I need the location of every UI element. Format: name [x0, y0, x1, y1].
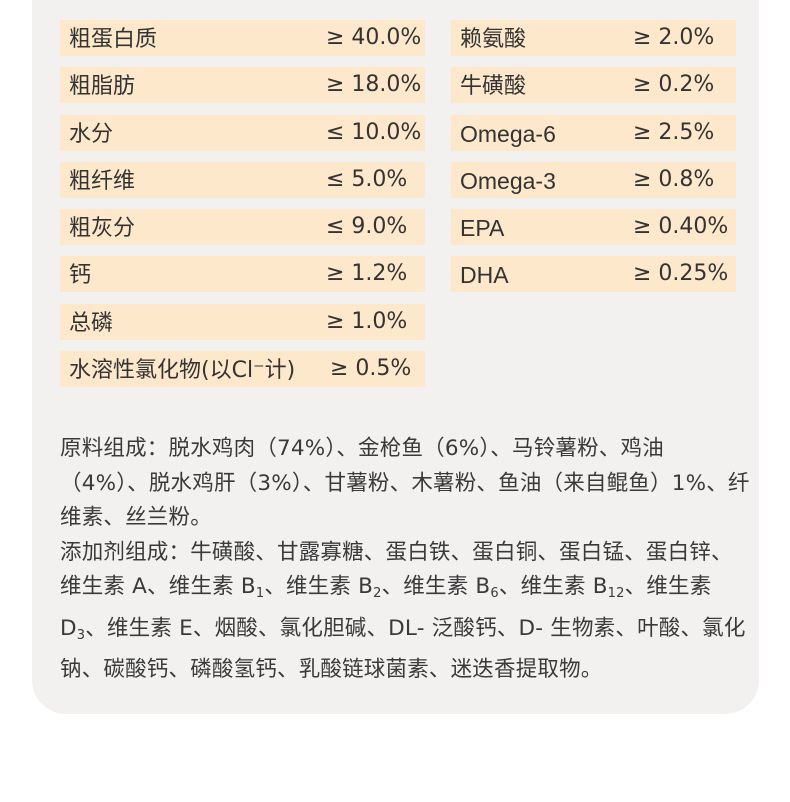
- nutrient-row: 水溶性氯化物(以Cl⁻计) ≥ 0.5%: [60, 351, 425, 388]
- nutrient-name: 粗灰分: [69, 216, 136, 242]
- nutrient-row: 粗脂肪 ≥ 18.0%: [60, 67, 425, 104]
- nutrient-table-right: 赖氨酸 ≥ 2.0% 牛磺酸 ≥ 0.2% Omega-6 ≥ 2.5% Ome…: [451, 20, 736, 304]
- nutrient-value: ≥ 0.8%: [633, 166, 715, 192]
- nutrient-table-left: 粗蛋白质 ≥ 40.0% 粗脂肪 ≥ 18.0% 水分 ≤ 10.0% 粗纤维 …: [60, 20, 425, 398]
- nutrient-row: Omega-6 ≥ 2.5%: [451, 114, 736, 151]
- nutrient-row: 粗纤维 ≤ 5.0%: [60, 161, 425, 198]
- nutrient-name: EPA: [460, 215, 505, 242]
- additive-text: 牛磺酸、甘露寡糖、蛋白铁、蛋白铜、蛋白锰、蛋白锌、维生素 A、维生素 B: [60, 539, 733, 600]
- ingredients-section: 原料组成：脱水鸡肉（74%）、金枪鱼（6%）、马铃薯粉、鸡油（4%）、脱水鸡肝（…: [60, 432, 750, 688]
- nutrient-row: 钙 ≥ 1.2%: [60, 256, 425, 293]
- subscript: 2: [373, 586, 382, 601]
- nutrient-name: Omega-3: [460, 167, 556, 194]
- nutrient-value: ≥ 0.40%: [633, 214, 729, 240]
- nutrient-value: ≥ 0.5%: [330, 356, 412, 382]
- nutrient-name: Omega-6: [460, 120, 556, 147]
- nutrient-name: 粗脂肪: [69, 74, 136, 100]
- subscript: 3: [76, 627, 86, 643]
- additive-text: 、维生素 E、烟酸、氯化胆碱、DL- 泛酸钙、D- 生物素、叶酸、氯化钠、碳酸钙…: [60, 615, 746, 683]
- additive-text: 、维生素 B: [381, 574, 491, 599]
- additive-text: 、维生素 B: [264, 574, 374, 599]
- nutrient-row: 粗蛋白质 ≥ 40.0%: [60, 20, 425, 56]
- nutrient-name: 牛磺酸: [460, 74, 527, 100]
- nutrient-value: ≥ 18.0%: [326, 72, 422, 98]
- nutrient-value: ≤ 5.0%: [326, 166, 408, 192]
- nutrient-name: 粗蛋白质: [69, 27, 158, 52]
- nutrient-value: ≥ 1.2%: [326, 261, 408, 287]
- additive-text: 、维生素 D: [60, 574, 712, 641]
- nutrient-name: DHA: [460, 262, 509, 289]
- nutrient-row: 牛磺酸 ≥ 0.2%: [451, 67, 736, 104]
- subscript: 6: [490, 586, 499, 601]
- additive-ingredients-label: 添加剂组成：: [60, 539, 191, 565]
- nutrient-row: 总磷 ≥ 1.0%: [60, 303, 425, 340]
- subscript: 1: [255, 586, 265, 601]
- nutrient-row: EPA ≥ 0.40%: [451, 209, 736, 246]
- nutrient-value: ≥ 0.2%: [633, 72, 715, 98]
- nutrient-value: ≥ 0.25%: [633, 261, 729, 287]
- nutrient-name: 水分: [69, 121, 114, 147]
- nutrient-name: 粗纤维: [69, 168, 136, 194]
- nutrient-value: ≥ 40.0%: [326, 25, 422, 50]
- nutrient-row: DHA ≥ 0.25%: [451, 256, 736, 293]
- additive-text: 、维生素 B: [498, 574, 608, 599]
- nutrient-row: 水分 ≤ 10.0%: [60, 114, 425, 151]
- additive-ingredients: 添加剂组成：牛磺酸、甘露寡糖、蛋白铁、蛋白铜、蛋白锰、蛋白锌、维生素 A、维生素…: [60, 536, 750, 688]
- subscript: 12: [607, 586, 625, 601]
- raw-ingredients-label: 原料组成：: [60, 436, 169, 461]
- raw-ingredients: 原料组成：脱水鸡肉（74%）、金枪鱼（6%）、马铃薯粉、鸡油（4%）、脱水鸡肝（…: [60, 432, 750, 536]
- nutrient-value: ≥ 2.0%: [633, 25, 715, 50]
- nutrient-name: 赖氨酸: [460, 27, 527, 52]
- nutrient-row: 赖氨酸 ≥ 2.0%: [451, 20, 736, 56]
- nutrient-name: 钙: [69, 263, 92, 289]
- nutrient-value: ≤ 9.0%: [326, 214, 408, 240]
- nutrient-name: 总磷: [69, 310, 114, 336]
- nutrient-value: ≥ 2.5%: [633, 119, 715, 145]
- nutrient-name: 水溶性氯化物(以Cl⁻计): [69, 358, 296, 384]
- nutrient-row: Omega-3 ≥ 0.8%: [451, 161, 736, 198]
- nutrient-value: ≤ 10.0%: [326, 119, 422, 145]
- raw-ingredients-text: 脱水鸡肉（74%）、金枪鱼（6%）、马铃薯粉、鸡油（4%）、脱水鸡肝（3%）、甘…: [60, 436, 750, 530]
- nutrient-row: 粗灰分 ≤ 9.0%: [60, 209, 425, 246]
- nutrient-value: ≥ 1.0%: [326, 308, 408, 334]
